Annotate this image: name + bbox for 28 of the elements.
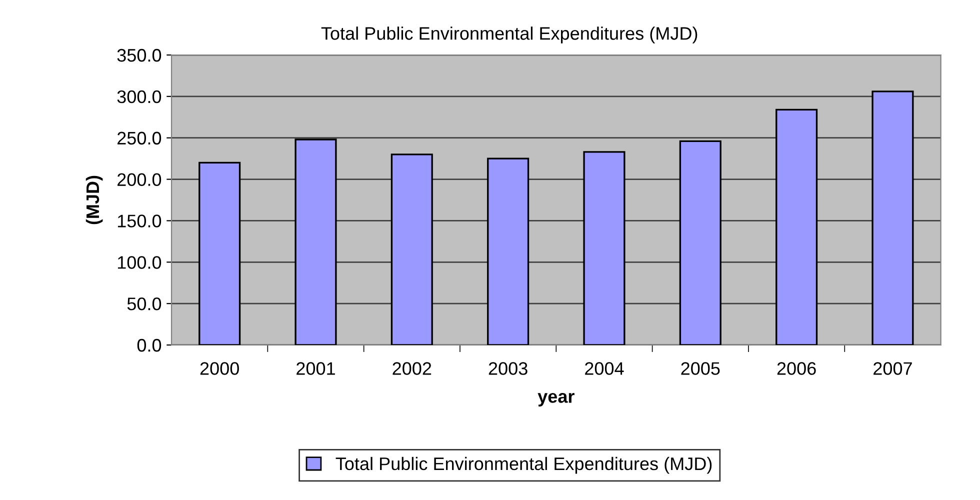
y-tick-label: 150.0	[118, 214, 162, 228]
y-tick-label: 0.0	[137, 338, 162, 352]
y-tick-label: 300.0	[117, 90, 162, 104]
y-tick-label: 200.0	[118, 173, 162, 186]
x-tick-label: 2003	[488, 362, 528, 375]
bar	[776, 108, 818, 345]
y-tick-label: 350.0	[117, 48, 162, 62]
x-tick-label: 2004	[585, 362, 624, 375]
legend-label: Total Public Environmental Expenditures (MJD)	[336, 456, 712, 474]
x-tick-label: 2000	[200, 362, 239, 375]
x-tick-label: 2007	[874, 362, 912, 375]
chart-title: Total Public Environmental Expenditures (MJD)	[321, 26, 698, 44]
bar	[198, 162, 241, 345]
bar	[294, 138, 337, 345]
bar	[487, 158, 530, 345]
x-tick-label: 2006	[777, 362, 816, 375]
bar	[390, 154, 433, 345]
y-axis-title: (MJD)	[86, 176, 103, 224]
bar	[872, 90, 914, 345]
x-tick-label: 2001	[296, 362, 335, 375]
x-axis-title: year	[538, 392, 574, 406]
bar	[583, 151, 626, 345]
y-tick-label: 250.0	[118, 132, 162, 145]
x-tick-label: 2002	[392, 362, 432, 375]
y-tick-label: 100.0	[118, 256, 162, 269]
x-tick-label: 2005	[681, 362, 720, 375]
y-tick-label: 50.0	[127, 298, 162, 310]
bar	[679, 140, 722, 345]
